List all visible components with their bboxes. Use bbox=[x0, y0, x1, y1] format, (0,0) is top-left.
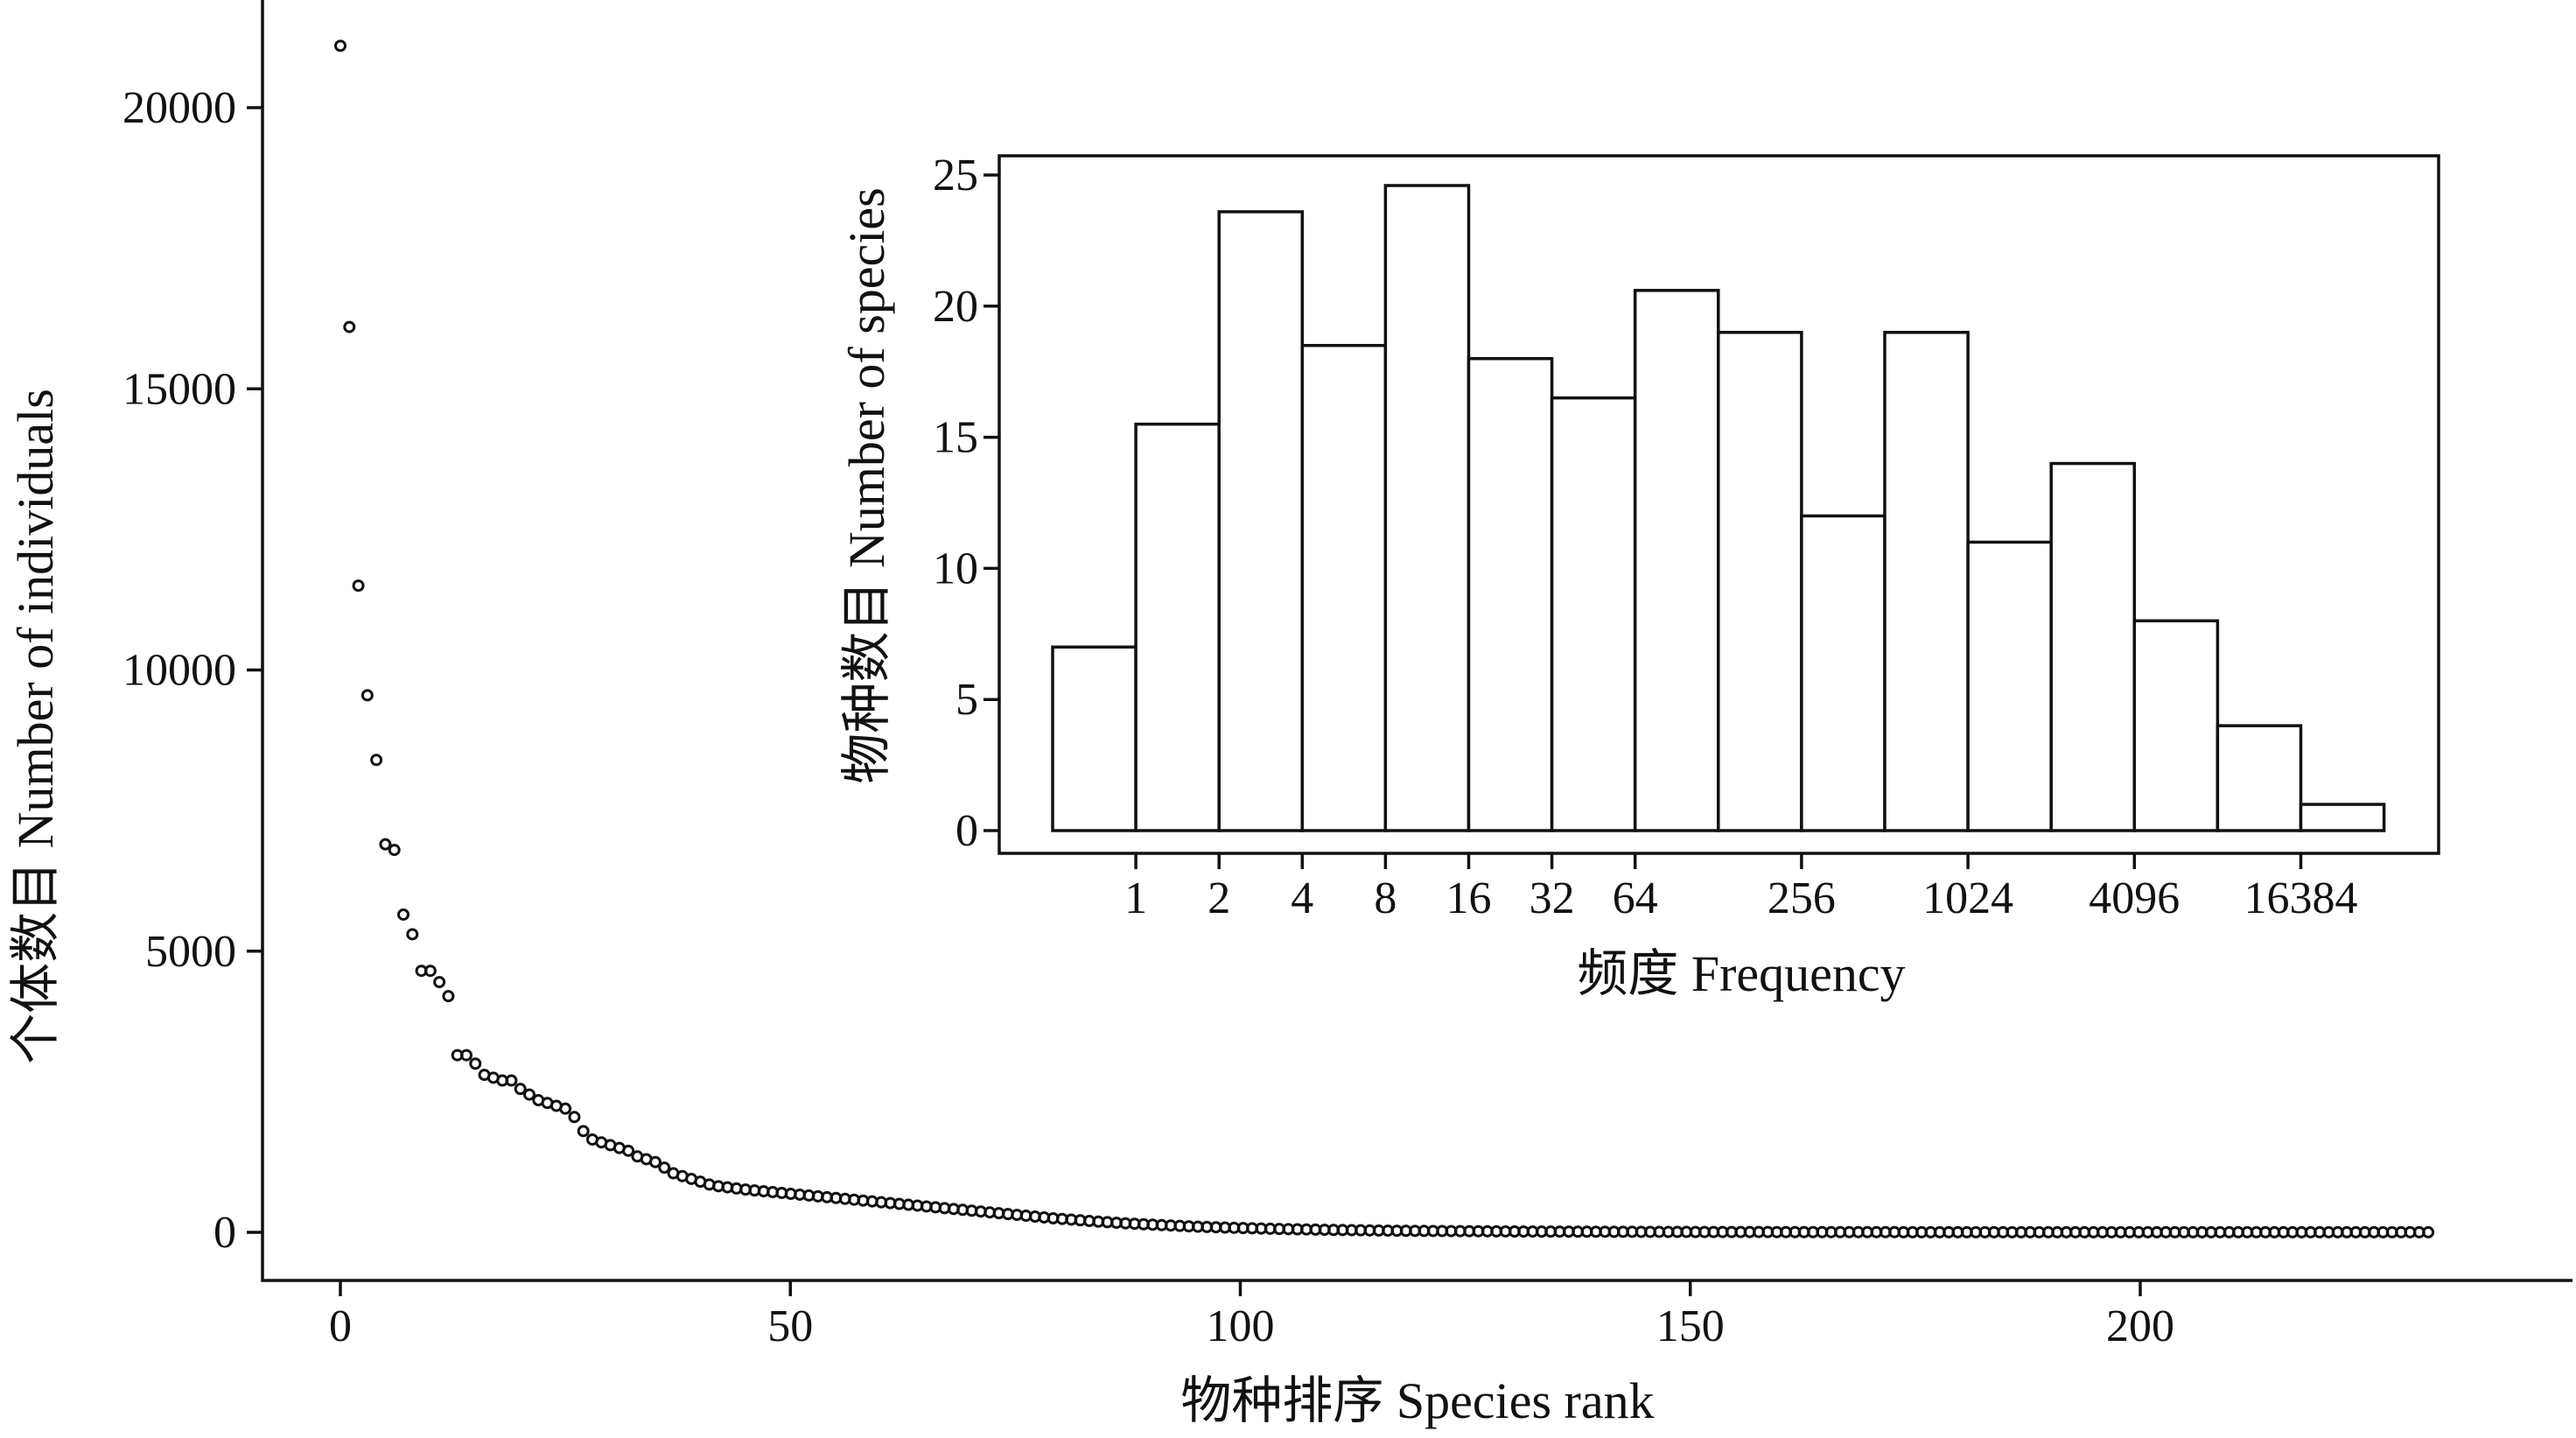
main-axes-frame bbox=[261, 0, 2572, 1282]
main-x-tick-label: 0 bbox=[329, 1301, 352, 1351]
data-point bbox=[469, 1057, 482, 1070]
inset-y-ticks: 0 5 10 15 20 25 bbox=[933, 151, 999, 856]
inset-x-tick-label: 32 bbox=[1530, 873, 1575, 923]
histogram-bar bbox=[2299, 803, 2386, 832]
inset-x-tick-label: 16 bbox=[1446, 873, 1492, 923]
inset-y-tick-label: 5 bbox=[956, 675, 978, 725]
inset-x-tick-label: 4 bbox=[1291, 873, 1313, 923]
main-y-tick-label: 5000 bbox=[145, 927, 236, 977]
histogram-bar bbox=[1883, 331, 1970, 832]
histogram-bar bbox=[2132, 619, 2220, 832]
inset-y-tick-label: 25 bbox=[933, 151, 978, 200]
histogram-bar bbox=[1217, 210, 1305, 832]
inset-y-axis-label: 物种数目 Number of species bbox=[838, 187, 895, 783]
inset-y-tick-label: 15 bbox=[933, 413, 978, 463]
histogram-bar bbox=[1717, 331, 1803, 832]
main-x-tick-label: 100 bbox=[1207, 1301, 1275, 1351]
main-y-tick-label: 0 bbox=[214, 1208, 236, 1258]
inset-y-tick-label: 0 bbox=[956, 806, 978, 856]
main-x-axis-label: 物种排序 Species rank bbox=[1180, 1372, 1654, 1429]
data-point bbox=[658, 1161, 671, 1175]
inset-x-tick-label: 2 bbox=[1208, 873, 1230, 923]
data-point bbox=[424, 965, 437, 978]
inset-y-tick-label: 10 bbox=[933, 544, 978, 593]
histogram-bar bbox=[1134, 422, 1221, 832]
histogram-bar bbox=[1633, 289, 1720, 832]
main-y-axis-label: 个体数目 Number of individuals bbox=[7, 389, 64, 1064]
data-point bbox=[622, 1144, 635, 1157]
data-point bbox=[379, 838, 392, 851]
main-x-tick-label: 200 bbox=[2106, 1301, 2174, 1351]
histogram-bar bbox=[2216, 724, 2303, 832]
data-point bbox=[388, 844, 401, 857]
inset-x-axis-label: 频度 Frequency bbox=[1577, 945, 1905, 1002]
data-point bbox=[559, 1102, 572, 1115]
data-point bbox=[577, 1125, 590, 1138]
main-scatter-points bbox=[334, 39, 2435, 1238]
inset-x-tick-label: 1 bbox=[1124, 873, 1147, 923]
inset-x-tick-label: 16384 bbox=[2244, 873, 2358, 923]
histogram-bar bbox=[1550, 396, 1637, 832]
inset-x-tick-label: 256 bbox=[1768, 873, 1836, 923]
data-point bbox=[2422, 1225, 2435, 1238]
frequency-histogram-inset: 0 5 10 15 20 25 1 2 4 8 16 32 64 256 1024 4096 16384 频度… bbox=[838, 151, 2440, 1002]
main-x-tick-label: 50 bbox=[767, 1301, 813, 1351]
data-point bbox=[334, 39, 346, 53]
data-point bbox=[352, 579, 365, 593]
data-point bbox=[360, 689, 374, 702]
data-point bbox=[514, 1083, 527, 1096]
histogram-bar bbox=[1300, 343, 1388, 832]
main-y-tick-label: 20000 bbox=[122, 83, 236, 133]
data-point bbox=[459, 1049, 472, 1062]
inset-frame bbox=[998, 154, 2440, 855]
histogram-bar bbox=[1051, 645, 1138, 832]
main-y-ticks: 0 5000 10000 15000 20000 bbox=[122, 83, 262, 1258]
data-point bbox=[442, 990, 455, 1003]
histogram-bar bbox=[1383, 184, 1471, 832]
histogram-bar bbox=[1966, 540, 2053, 832]
data-point bbox=[343, 320, 356, 333]
data-point bbox=[396, 908, 410, 921]
data-point bbox=[370, 754, 383, 767]
histogram-bar bbox=[1800, 514, 1886, 832]
data-point bbox=[505, 1074, 518, 1087]
main-x-ticks: 0 50 100 150 200 bbox=[329, 1280, 2174, 1351]
data-point bbox=[406, 928, 419, 941]
inset-x-tick-label: 1024 bbox=[1922, 873, 2013, 923]
main-y-tick-label: 10000 bbox=[122, 646, 236, 696]
histogram-bar bbox=[2049, 461, 2137, 832]
histogram-bar bbox=[1466, 356, 1554, 832]
inset-x-tick-label: 64 bbox=[1613, 873, 1658, 923]
inset-x-ticks: 1 2 4 8 16 32 64 256 1024 4096 16384 bbox=[1124, 853, 2358, 923]
inset-x-tick-label: 4096 bbox=[2089, 873, 2180, 923]
main-y-tick-label: 15000 bbox=[122, 364, 236, 414]
data-point bbox=[433, 976, 446, 989]
data-point bbox=[568, 1111, 581, 1124]
data-point bbox=[522, 1088, 536, 1101]
inset-y-tick-label: 20 bbox=[933, 282, 978, 332]
main-x-tick-label: 150 bbox=[1656, 1301, 1725, 1351]
inset-bars bbox=[1051, 184, 2386, 832]
inset-x-tick-label: 8 bbox=[1374, 873, 1396, 923]
data-point bbox=[648, 1155, 662, 1168]
